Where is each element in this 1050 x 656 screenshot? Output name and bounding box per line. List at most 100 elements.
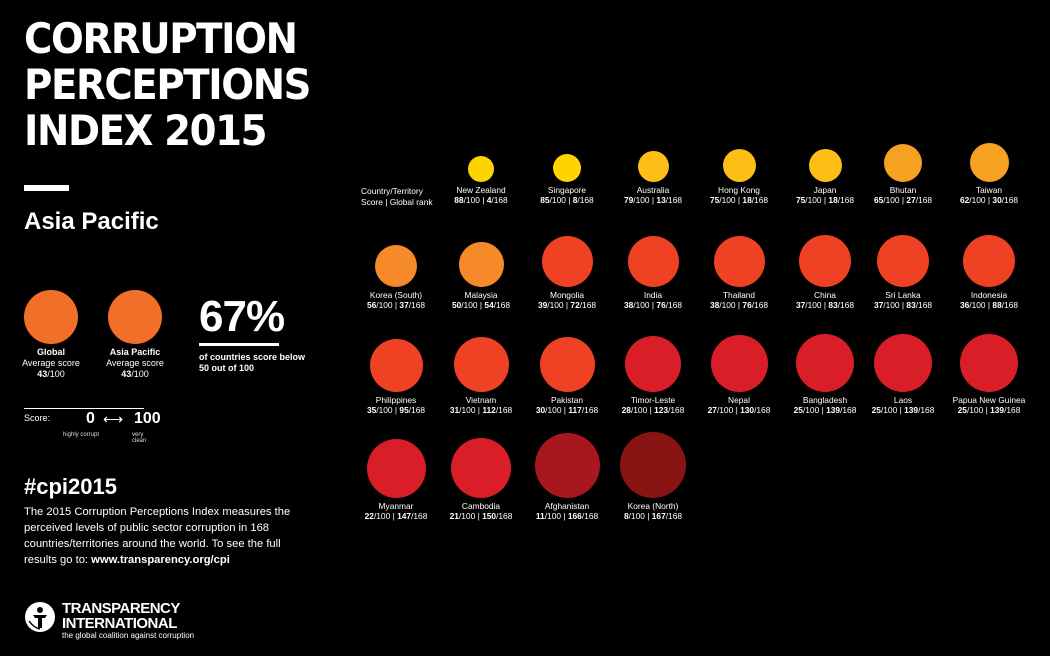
country-dot [534, 433, 600, 498]
country-dot [877, 235, 929, 287]
scale-high: 100 [134, 410, 161, 427]
country-name: Taiwan [975, 185, 1003, 195]
country-name: Vietnam [465, 395, 497, 405]
rank-value: 139 [990, 405, 1005, 415]
country-dot [874, 334, 932, 392]
country-myanmar: Myanmar 22/100 | 147/168 [353, 439, 439, 522]
country-score: 31/100 | 112/168 [449, 405, 513, 415]
score-value: 85 [540, 195, 550, 205]
score-value: 22 [364, 511, 374, 521]
country-score: 85/100 | 8/168 [540, 195, 594, 205]
ti-logo-icon [25, 602, 55, 632]
rank-value: 139 [826, 405, 841, 415]
score-value: 31 [449, 405, 460, 415]
score-value: 25 [957, 405, 967, 415]
rank-value: 18 [742, 195, 752, 205]
rank-value: 150 [482, 511, 497, 521]
country-name: Myanmar [378, 501, 414, 511]
global-average-max: /100 [47, 369, 65, 379]
country-dot [808, 149, 842, 182]
hashtag: #cpi2015 [24, 474, 117, 499]
page-title: CORRUPTION PERCEPTIONS INDEX 2015 [24, 16, 318, 154]
country-dot [710, 335, 768, 392]
country-india: India 38/100 | 76/168 [610, 236, 696, 311]
score-value: 28 [621, 405, 631, 415]
country-dot [722, 149, 756, 182]
country-name: Laos [893, 395, 913, 405]
country-dot [799, 235, 851, 287]
description: The 2015 Corruption Perceptions Index me… [24, 504, 314, 568]
score-value: 38 [709, 300, 720, 310]
country-score: 28/100 | 123/168 [621, 405, 685, 415]
rank-value: 30 [992, 195, 1002, 205]
rank-value: 4 [486, 195, 492, 205]
country-score: 11/100 | 166/168 [535, 511, 599, 521]
country-name: Thailand [722, 290, 756, 300]
country-dot [625, 336, 681, 392]
rank-value: 72 [570, 300, 580, 310]
country-score: 65/100 | 27/168 [873, 195, 933, 205]
rank-value: 13 [656, 195, 666, 205]
ti-logo: TRANSPARENCY INTERNATIONAL the global co… [24, 601, 244, 641]
country-name: Japan [813, 185, 837, 195]
region-average-max: /100 [131, 369, 149, 379]
country-score: 79/100 | 13/168 [623, 195, 683, 205]
country-score: 62/100 | 30/168 [959, 195, 1019, 205]
score-value: 11 [535, 511, 545, 521]
score-value: 21 [449, 511, 459, 521]
country-afghanistan: Afghanistan 11/100 | 166/168 [524, 433, 610, 522]
country-japan: Japan 75/100 | 18/168 [782, 149, 868, 206]
region-average-score: 43 [121, 369, 132, 379]
country-name: China [814, 290, 836, 300]
percent-underline [199, 343, 279, 346]
score-value: 25 [871, 405, 881, 415]
logo-tagline: the global coalition against corruption [62, 631, 195, 640]
score-value: 79 [623, 195, 634, 205]
score-value: 50 [451, 300, 462, 310]
country-score: 36/100 | 88/168 [959, 300, 1019, 310]
country-dot [539, 337, 595, 392]
country-indonesia: Indonesia 36/100 | 88/168 [946, 235, 1032, 311]
score-scale: Score: 0 ⟷ 100 highly corrupt very clean [24, 408, 161, 444]
rank-value: 166 [567, 511, 582, 521]
country-dot [627, 236, 679, 287]
rank-value: 18 [828, 195, 838, 205]
description-text: The 2015 Corruption Perceptions Index me… [24, 506, 291, 566]
country-malaysia: Malaysia 50/100 | 54/168 [438, 242, 524, 311]
score-value: 75 [709, 195, 720, 205]
score-value: 37 [795, 300, 806, 310]
score-value: 8 [623, 511, 629, 521]
rank-value: 83 [828, 300, 838, 310]
country-name: Sri Lanka [885, 290, 921, 300]
results-link[interactable]: www.transparency.org/cpi [91, 554, 230, 566]
country-name: Afghanistan [544, 501, 590, 511]
country-score: 56/100 | 37/168 [366, 300, 426, 310]
score-value: 38 [623, 300, 634, 310]
country-dot [369, 339, 423, 392]
rank-value: 139 [904, 405, 919, 415]
country-score: 37/100 | 83/168 [795, 300, 855, 310]
logo-line-2: INTERNATIONAL [62, 615, 177, 632]
country-timor-leste: Timor-Leste 28/100 | 123/168 [610, 336, 696, 416]
country-name: Bangladesh [802, 395, 848, 405]
country-score: 38/100 | 76/168 [709, 300, 769, 310]
country-score: 50/100 | 54/168 [451, 300, 511, 310]
country-name: Timor-Leste [630, 395, 676, 405]
title-line-1: CORRUPTION [24, 14, 298, 63]
country-score: 8/100 | 167/168 [623, 511, 683, 521]
country-name: Philippines [375, 395, 417, 405]
country-sri-lanka: Sri Lanka 37/100 | 83/168 [860, 235, 946, 311]
country-dot [884, 144, 922, 182]
score-value: 65 [873, 195, 884, 205]
country-dot [713, 236, 765, 287]
country-score: 22/100 | 147/168 [364, 511, 428, 521]
country-score: 38/100 | 76/168 [623, 300, 683, 310]
score-value: 75 [795, 195, 806, 205]
score-value: 36 [959, 300, 970, 310]
country-bangladesh: Bangladesh 25/100 | 139/168 [782, 334, 868, 416]
rank-value: 76 [742, 300, 752, 310]
legend-header-line-1: Country/Territory [361, 186, 423, 196]
rank-value: 95 [399, 405, 409, 415]
score-value: 27 [707, 405, 717, 415]
rank-value: 167 [651, 511, 666, 521]
